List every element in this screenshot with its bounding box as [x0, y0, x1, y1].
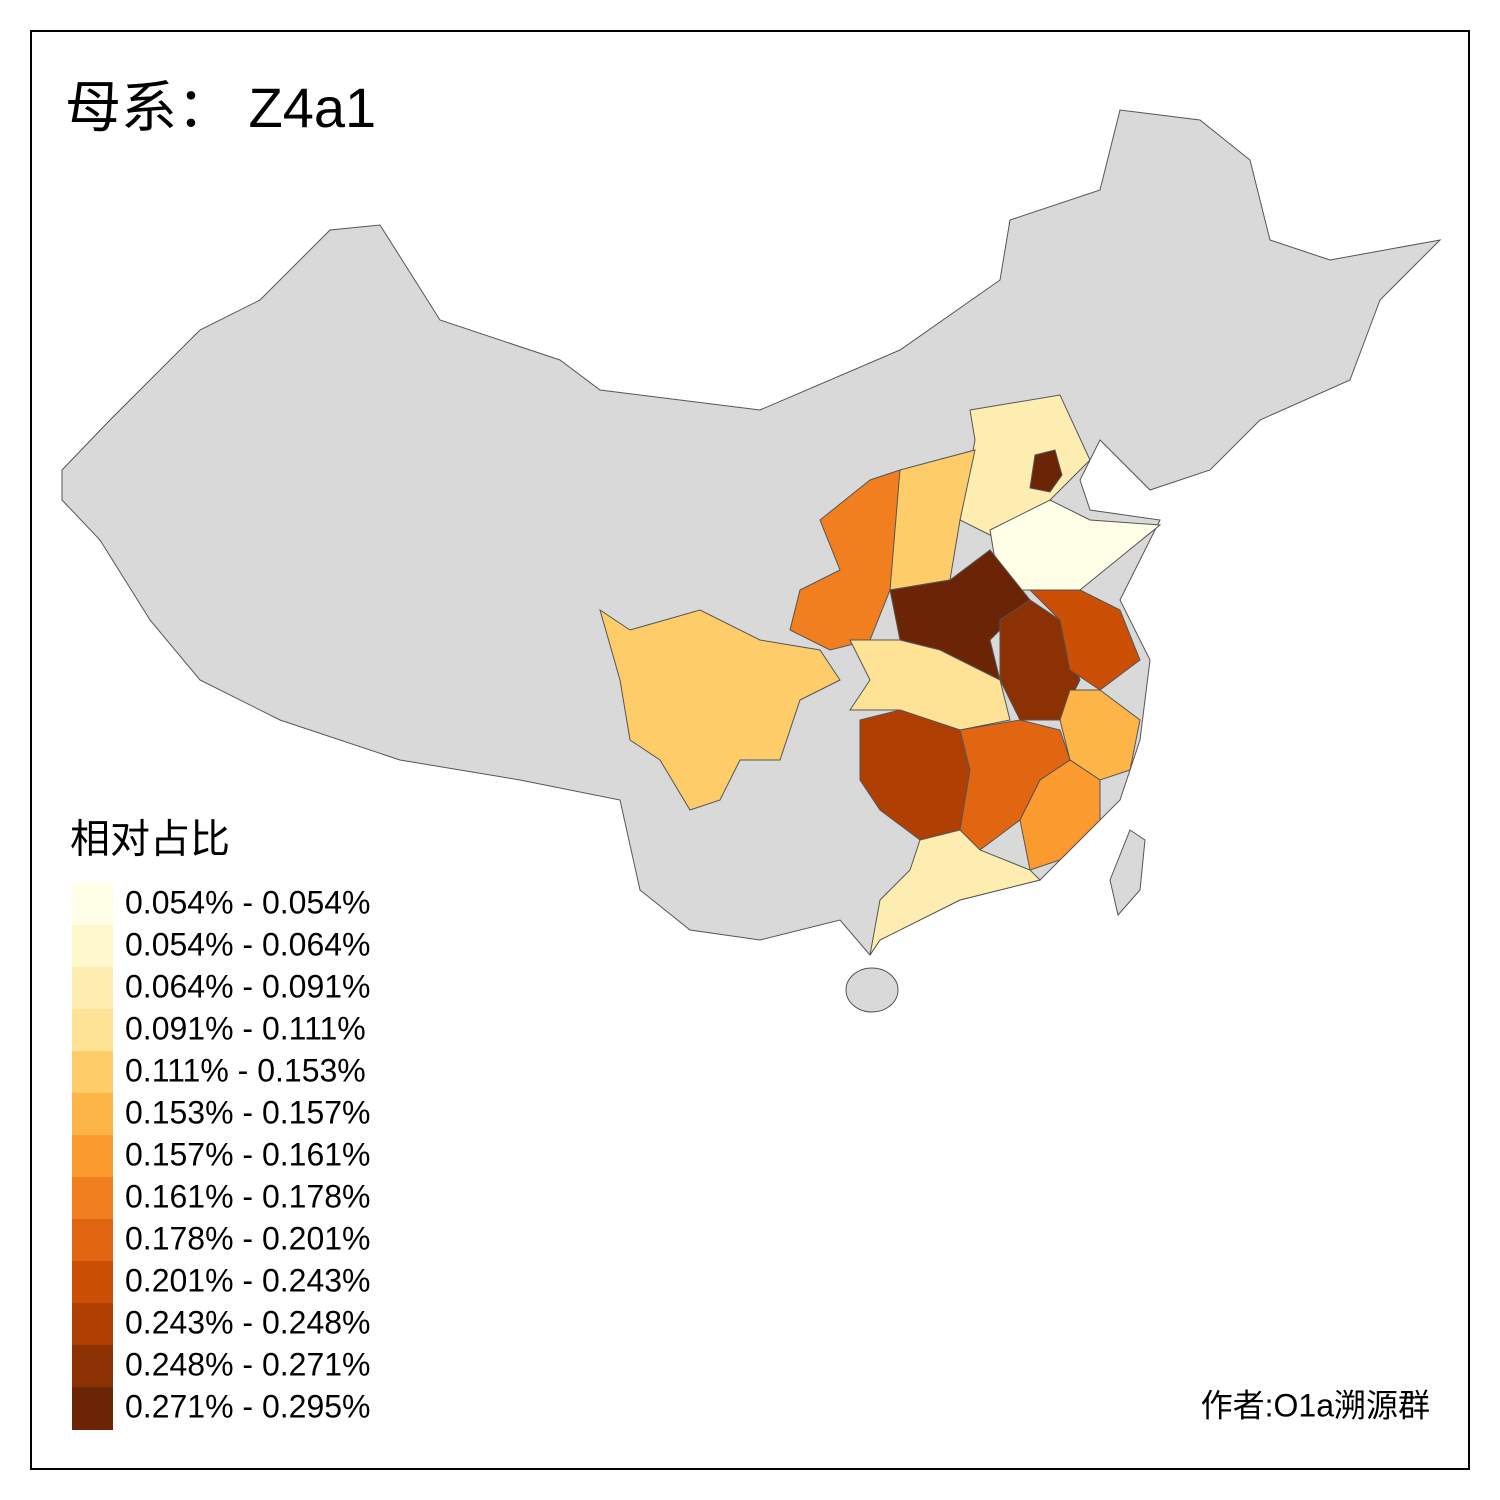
- legend-swatch: [72, 1345, 113, 1388]
- legend-label: 0.111% - 0.153%: [125, 1052, 366, 1088]
- legend-swatch: [72, 1219, 113, 1262]
- region: [599, 608, 841, 811]
- legend-swatch: [72, 967, 113, 1010]
- legend-title: 相对占比: [70, 818, 230, 862]
- legend-swatch: [72, 1051, 113, 1094]
- title: 母系： Z4a1: [65, 76, 376, 139]
- legend-label: 0.271% - 0.295%: [125, 1388, 371, 1424]
- legend-swatch: [72, 925, 113, 968]
- legend-label: 0.153% - 0.157%: [125, 1094, 371, 1130]
- region: [1059, 689, 1141, 781]
- legend-swatch: [72, 1177, 113, 1220]
- region: [789, 469, 901, 651]
- legend-swatch: [72, 1009, 113, 1052]
- region: [1029, 449, 1063, 493]
- region: [849, 639, 1011, 731]
- island: [1109, 829, 1146, 917]
- legend-swatch: [72, 1387, 113, 1430]
- credit: 作者:O1a溯源群: [1201, 1387, 1430, 1423]
- legend-label: 0.091% - 0.111%: [125, 1010, 366, 1046]
- legend-label: 0.201% - 0.243%: [125, 1262, 371, 1298]
- legend-label: 0.161% - 0.178%: [125, 1178, 371, 1214]
- legend-label: 0.248% - 0.271%: [125, 1346, 371, 1382]
- legend-swatch: [72, 1093, 113, 1136]
- map: [61, 109, 1442, 1013]
- legend-label: 0.064% - 0.091%: [125, 968, 371, 1004]
- legend-label: 0.157% - 0.161%: [125, 1136, 371, 1172]
- legend-label: 0.054% - 0.054%: [125, 884, 371, 920]
- island: [845, 967, 899, 1013]
- region: [1019, 759, 1101, 871]
- legend-swatch: [72, 1303, 113, 1346]
- legend-label: 0.054% - 0.064%: [125, 926, 371, 962]
- region: [869, 829, 1041, 956]
- legend-swatch: [72, 1135, 113, 1178]
- legend-label: 0.243% - 0.248%: [125, 1304, 371, 1340]
- legend-swatch: [72, 883, 113, 926]
- legend: 0.054% - 0.054% 0.054% - 0.064% 0.064% - 0…: [72, 883, 371, 1430]
- legend-swatch: [72, 1261, 113, 1304]
- legend-label: 0.178% - 0.201%: [125, 1220, 371, 1256]
- region: [1028, 589, 1141, 691]
